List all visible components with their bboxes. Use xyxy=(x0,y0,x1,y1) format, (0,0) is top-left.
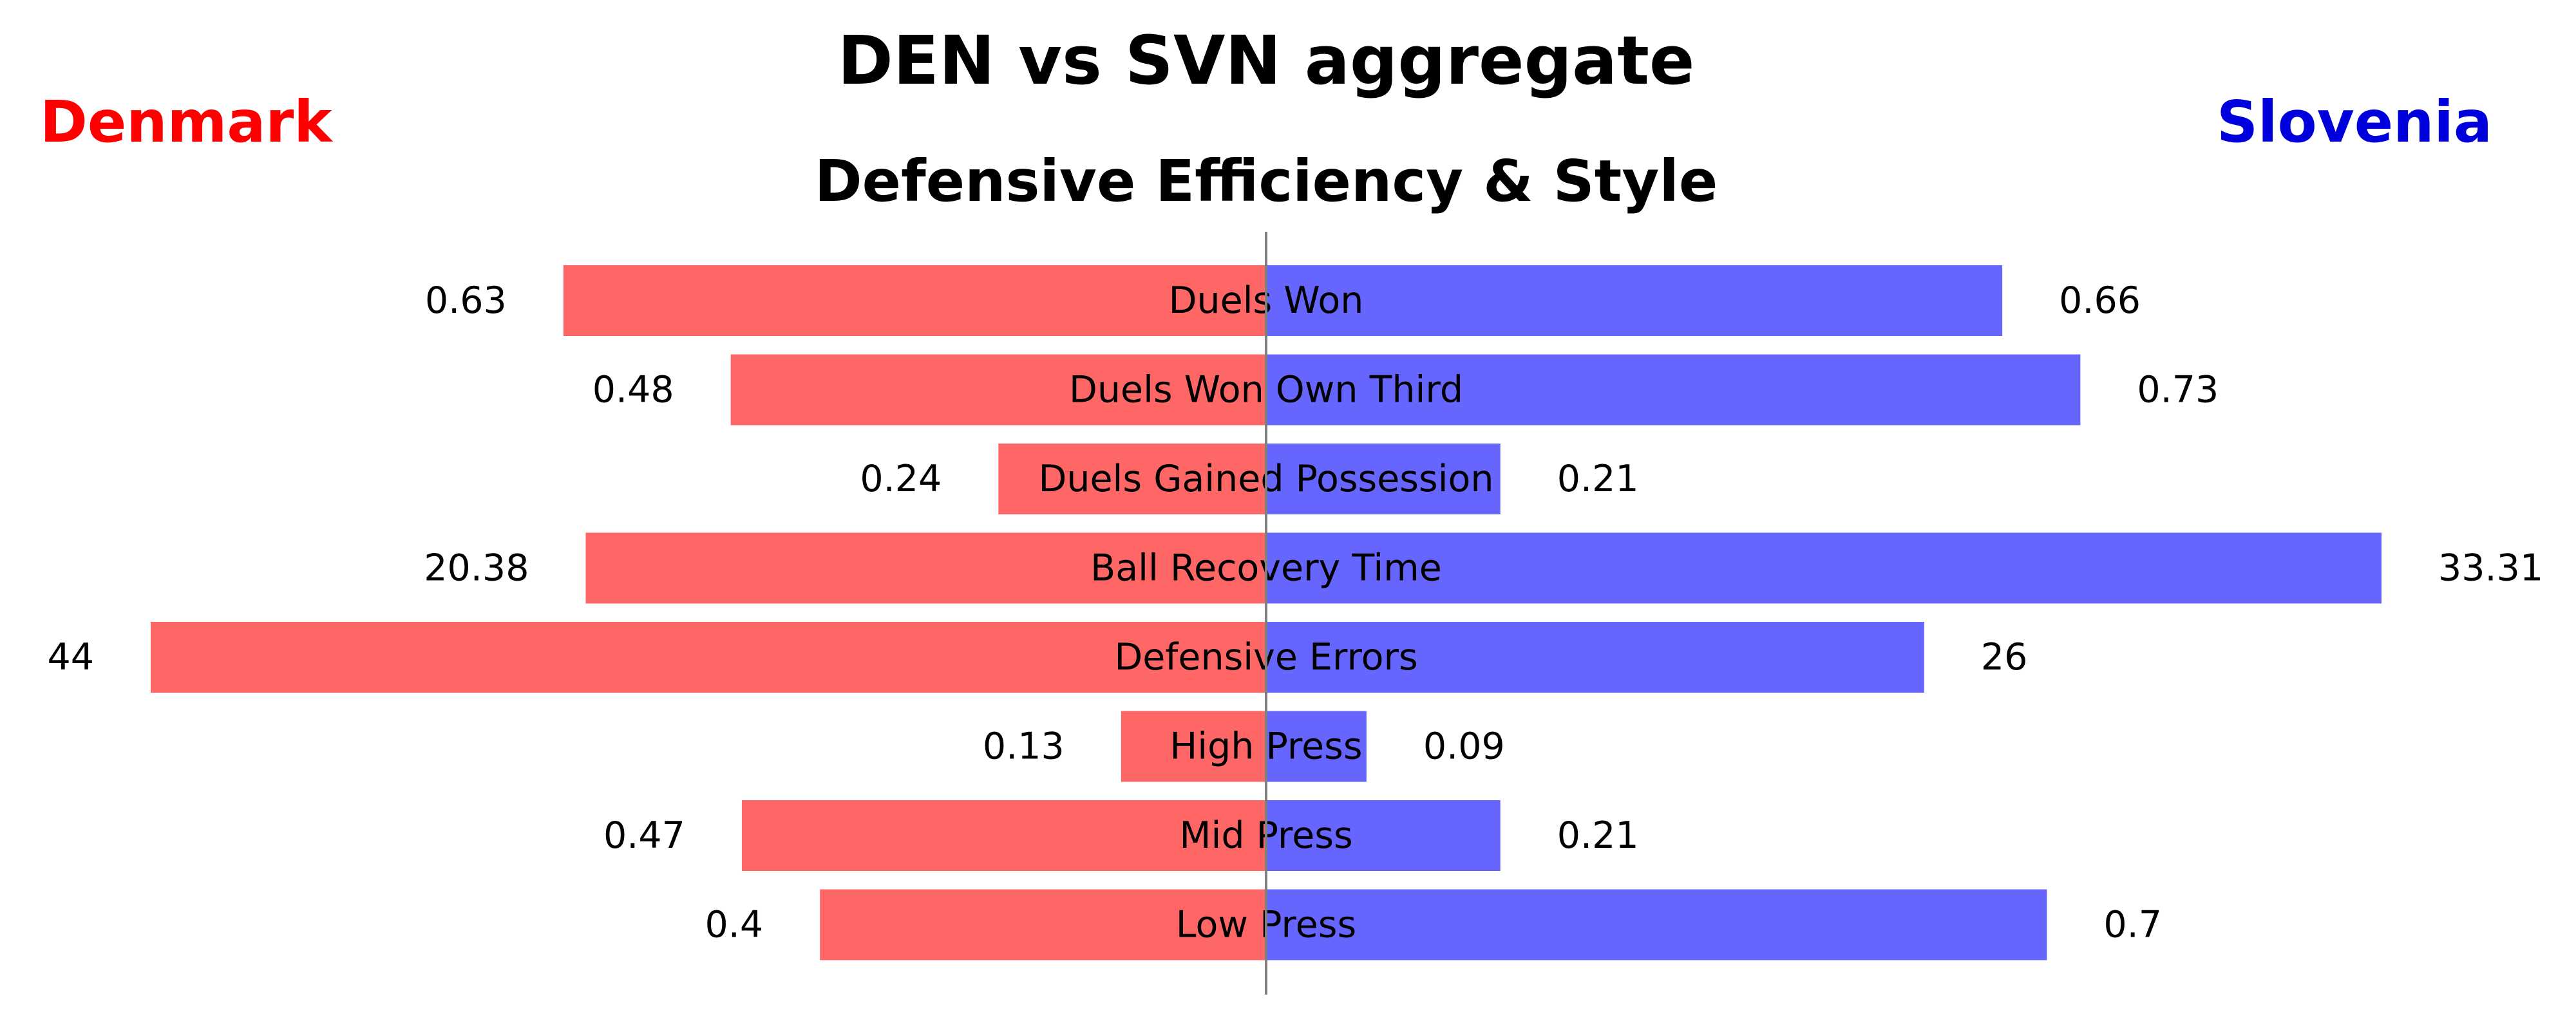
value-label-slovenia-5: 0.09 xyxy=(1423,726,1505,768)
chart-subtitle: Defensive Efficiency & Style xyxy=(815,147,1718,214)
bar-denmark-4 xyxy=(151,622,1266,693)
bar-denmark-1 xyxy=(730,354,1266,426)
bar-denmark-6 xyxy=(741,800,1266,871)
chart-title: DEN vs SVN aggregate xyxy=(838,21,1695,100)
value-label-denmark-2: 0.24 xyxy=(860,458,942,500)
value-label-denmark-1: 0.48 xyxy=(592,369,674,411)
bar-slovenia-2 xyxy=(1266,444,1501,514)
bar-slovenia-0 xyxy=(1266,265,2003,336)
value-label-slovenia-4: 26 xyxy=(1981,636,2028,679)
bar-denmark-3 xyxy=(585,532,1266,604)
bar-denmark-0 xyxy=(563,265,1266,336)
value-label-denmark-6: 0.47 xyxy=(603,814,685,857)
bar-denmark-5 xyxy=(1121,711,1266,782)
bar-denmark-2 xyxy=(998,444,1266,514)
bar-slovenia-5 xyxy=(1266,711,1367,782)
value-label-slovenia-1: 0.73 xyxy=(2137,369,2219,411)
value-label-denmark-3: 20.38 xyxy=(424,547,529,590)
value-label-slovenia-6: 0.21 xyxy=(1557,814,1639,857)
value-label-slovenia-7: 0.7 xyxy=(2103,904,2162,946)
value-label-slovenia-2: 0.21 xyxy=(1557,458,1639,500)
bar-denmark-7 xyxy=(820,889,1266,960)
team-label-denmark: Denmark xyxy=(40,88,333,155)
value-label-slovenia-0: 0.66 xyxy=(2059,279,2141,322)
bar-slovenia-1 xyxy=(1266,354,2081,426)
bar-slovenia-3 xyxy=(1266,532,2382,604)
bar-slovenia-6 xyxy=(1266,800,1501,871)
value-label-slovenia-3: 33.31 xyxy=(2438,547,2543,590)
bar-slovenia-4 xyxy=(1266,622,1924,693)
value-label-denmark-4: 44 xyxy=(47,636,94,679)
value-label-denmark-5: 0.13 xyxy=(983,726,1065,768)
bar-slovenia-7 xyxy=(1266,889,2047,960)
value-label-denmark-7: 0.4 xyxy=(705,904,764,946)
value-label-denmark-0: 0.63 xyxy=(425,279,507,322)
team-label-slovenia: Slovenia xyxy=(2217,88,2492,155)
